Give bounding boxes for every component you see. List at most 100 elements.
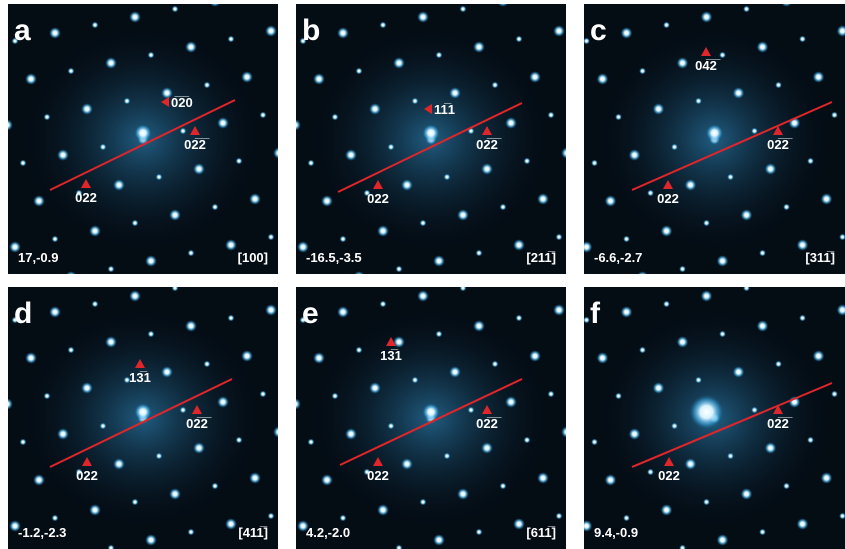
diffraction-spot — [815, 280, 822, 287]
panel-letter: a — [14, 14, 31, 47]
diffraction-spot — [505, 396, 517, 408]
diffraction-spot — [765, 163, 777, 175]
diffraction-spot — [799, 315, 806, 322]
diffraction-spot — [172, 285, 179, 292]
diffraction-spot — [591, 160, 598, 167]
spot-label: 022 — [658, 468, 680, 483]
diffraction-spot — [759, 250, 766, 257]
diffraction-spot — [581, 241, 593, 253]
diffraction-spot — [33, 474, 45, 486]
diffraction-spot — [623, 236, 630, 243]
pattern — [281, 274, 581, 549]
diffraction-spot — [92, 301, 99, 308]
diffraction-spot — [621, 27, 633, 39]
diffraction-spot — [671, 423, 678, 430]
diffraction-spot — [492, 82, 499, 89]
diffraction-spot — [481, 442, 493, 454]
diffraction-spot — [25, 73, 37, 85]
diffraction-spot — [52, 515, 59, 522]
diffraction-spot — [505, 117, 517, 129]
diffraction-spot — [148, 52, 155, 59]
diffraction-spot — [661, 504, 673, 516]
tilt-angle: -6.6,-2.7 — [594, 250, 642, 265]
diffraction-spot — [781, 274, 793, 286]
diffraction-spot — [460, 6, 467, 13]
diffraction-spot — [332, 114, 339, 121]
panel-letter: e — [302, 297, 319, 330]
diffraction-spot — [457, 488, 469, 500]
diffraction-spot — [717, 255, 729, 267]
diffraction-spot — [81, 382, 93, 394]
diffraction-spot — [513, 239, 525, 251]
diffraction-spot — [401, 179, 413, 191]
diffraction-spot — [236, 437, 243, 444]
diffraction-spot — [204, 361, 211, 368]
spot-label: 022 — [367, 468, 389, 483]
diffraction-spot — [623, 515, 630, 522]
diffraction-spot — [105, 57, 117, 69]
diffraction-spot — [169, 488, 181, 500]
diffraction-spot — [356, 347, 363, 354]
diffraction-spot — [417, 290, 429, 302]
diffraction-spot — [225, 239, 237, 251]
diffraction-spot — [629, 149, 641, 161]
diffraction-spot — [444, 453, 451, 460]
diffraction-spot — [260, 112, 267, 119]
diffraction-spot — [284, 206, 291, 213]
diffraction-spot — [476, 250, 483, 257]
pattern — [281, 0, 581, 287]
diffraction-spot — [449, 366, 461, 378]
diffraction-spot — [156, 174, 163, 181]
panel: e4.2,-2.0[611̅]13̅102̅2̅022 — [281, 274, 581, 549]
diffraction-spot — [100, 144, 107, 151]
diffraction-spot — [449, 87, 461, 99]
diffraction-spot — [556, 513, 563, 520]
diffraction-spot — [0, 0, 5, 9]
diffraction-spot — [460, 285, 467, 292]
diffraction-spot — [751, 407, 758, 414]
diffraction-spot — [156, 453, 163, 460]
diffraction-spot — [113, 458, 125, 470]
diffraction-spot — [356, 68, 363, 75]
diffraction-spot — [380, 22, 387, 29]
diffraction-spot — [605, 195, 617, 207]
spot-label: 022 — [76, 468, 98, 483]
diffraction-spot — [813, 350, 825, 362]
diffraction-spot — [340, 236, 347, 243]
diffraction-spot — [433, 255, 445, 267]
diffraction-spot — [92, 22, 99, 29]
diffraction-spot — [685, 458, 697, 470]
diffraction-spot — [161, 366, 173, 378]
spot-label: 11̅1 — [434, 102, 455, 117]
diffraction-spot — [217, 117, 229, 129]
diffraction-spot — [727, 453, 734, 460]
diffraction-spot — [783, 204, 790, 211]
spot-label: 022 — [657, 191, 679, 206]
diffraction-spot — [25, 352, 37, 364]
spot-label: 0̅2̅0 — [171, 95, 193, 110]
diffraction-spot — [831, 391, 838, 398]
pattern — [573, 274, 845, 549]
figure: a17,-0.9[100]0̅2̅002̅2̅022b-16.5,-3.5[21… — [0, 0, 845, 549]
diffraction-spot — [548, 391, 555, 398]
diffraction-spot — [204, 82, 211, 89]
diffraction-spot — [265, 25, 277, 37]
diffraction-spot — [313, 73, 325, 85]
diffraction-spot — [605, 474, 617, 486]
diffraction-spot — [759, 529, 766, 536]
diffraction-spot — [345, 428, 357, 440]
diffraction-spot — [468, 407, 475, 414]
tilt-angle: 17,-0.9 — [18, 250, 58, 265]
diffraction-spot — [393, 336, 405, 348]
diffraction-spot — [209, 274, 221, 286]
diffraction-spot — [249, 193, 261, 205]
diffraction-spot — [377, 504, 389, 516]
diffraction-spot — [532, 280, 539, 287]
diffraction-spot — [717, 534, 729, 546]
diffraction-spot — [653, 103, 665, 115]
diffraction-spot — [597, 352, 609, 364]
diffraction-spot — [583, 38, 590, 45]
diffraction-spot — [572, 66, 579, 73]
diffraction-spot — [369, 103, 381, 115]
diffraction-spot — [129, 290, 141, 302]
